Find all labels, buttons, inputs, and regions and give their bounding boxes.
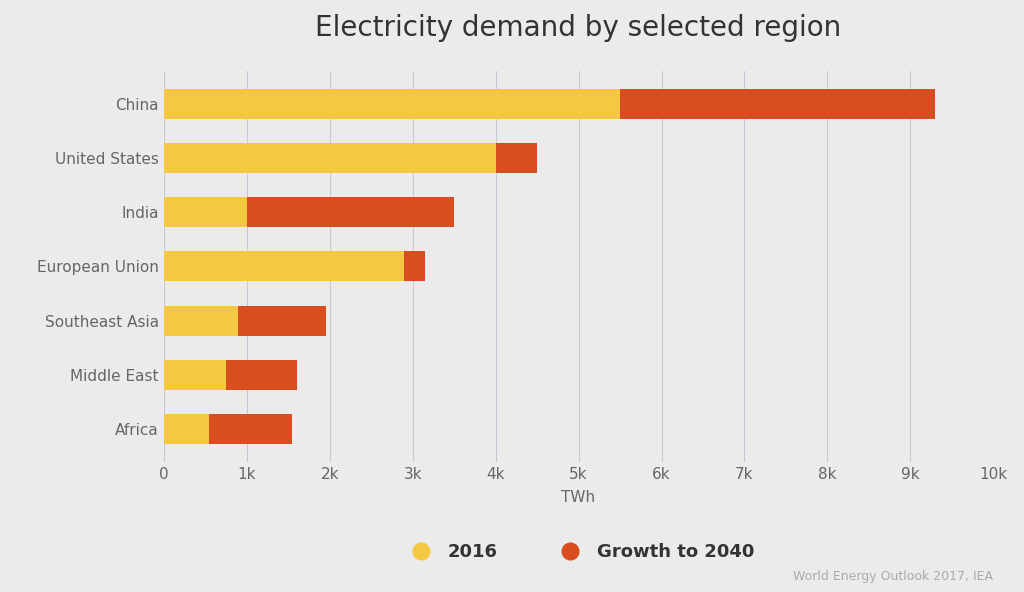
Bar (164, 360, 226, 390)
Bar (164, 252, 404, 281)
Bar (164, 414, 210, 444)
Bar (164, 197, 247, 227)
Bar (226, 360, 297, 390)
Bar (621, 89, 935, 118)
Title: Electricity demand by selected region: Electricity demand by selected region (315, 14, 842, 42)
Text: World Energy Outlook 2017, IEA: World Energy Outlook 2017, IEA (794, 570, 993, 583)
Bar (496, 143, 537, 173)
Bar (247, 197, 455, 227)
Bar (404, 252, 425, 281)
Legend: 2016, Growth to 2040: 2016, Growth to 2040 (393, 534, 764, 570)
Bar (210, 414, 293, 444)
X-axis label: TWh: TWh (561, 490, 596, 505)
Bar (164, 305, 239, 336)
Bar (164, 89, 621, 118)
Bar (164, 143, 496, 173)
Bar (239, 305, 326, 336)
